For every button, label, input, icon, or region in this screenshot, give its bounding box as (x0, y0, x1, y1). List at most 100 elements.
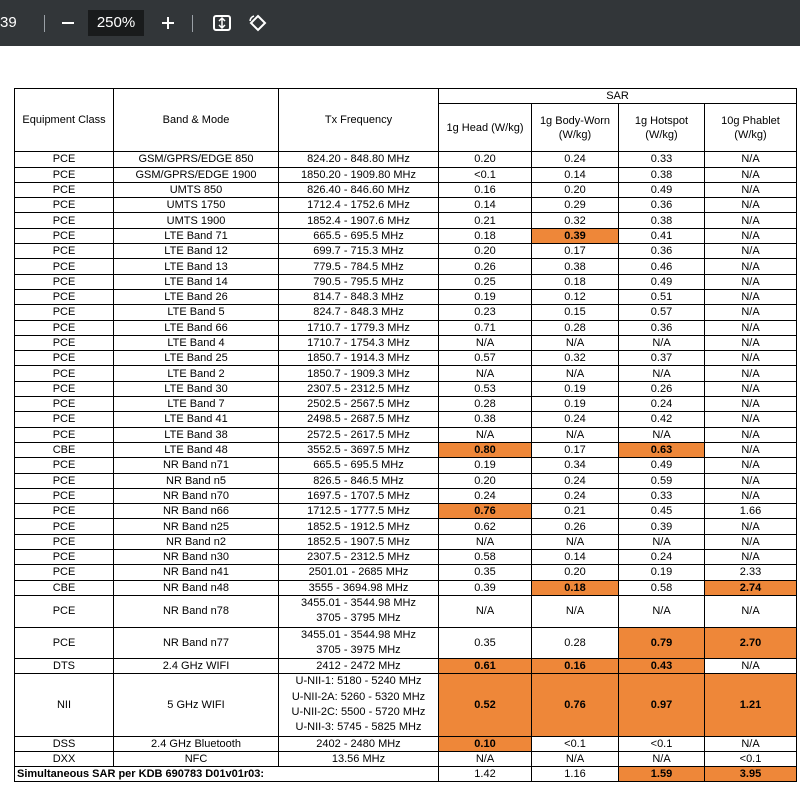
table-cell: 0.57 (438, 350, 532, 367)
footer-label: Simultaneous SAR per KDB 690783 D01v01r0… (14, 766, 439, 783)
table-cell: 0.21 (438, 212, 532, 229)
fit-page-button[interactable] (212, 14, 232, 32)
table-cell: <0.1 (618, 735, 705, 752)
table-row: DXX NFC 13.56 MHz N/A N/A N/A <0.1 (14, 750, 797, 768)
table-cell: 0.39 (618, 518, 705, 535)
table-cell: PCE (14, 151, 114, 168)
table-cell: PCE (14, 181, 114, 199)
table-cell: 0.17 (531, 243, 619, 260)
table-cell: 0.38 (618, 166, 705, 183)
table-cell: 0.38 (618, 212, 705, 229)
table-cell: 0.49 (618, 181, 705, 199)
table-cell: 0.34 (531, 457, 619, 474)
header-cell: Tx Frequency (278, 87, 439, 153)
table-cell: 0.62 (438, 518, 532, 535)
table-cell: DTS (14, 658, 114, 675)
zoom-out-button[interactable] (60, 15, 76, 31)
table-cell: 0.32 (531, 350, 619, 367)
table-cell: 3455.01 - 3544.98 MHz 3705 - 3975 MHz (278, 626, 439, 660)
table-row: PCE NR Band n78 3455.01 - 3544.98 MHz 3705 … (14, 594, 797, 628)
table-row: CBE LTE Band 48 3552.5 - 3697.5 MHz 0.80 0.1… (14, 441, 797, 459)
table-cell: 790.5 - 795.5 MHz (278, 273, 439, 290)
table-cell: N/A (704, 426, 797, 443)
table-cell: 2307.5 - 2312.5 MHz (278, 549, 439, 566)
table-cell: 0.18 (438, 227, 532, 245)
table-cell: 0.49 (618, 457, 705, 474)
table-cell: PCE (14, 365, 114, 382)
rotate-button[interactable] (248, 13, 268, 33)
table-cell: N/A (618, 334, 705, 352)
table-cell: NR Band n71 (113, 457, 279, 474)
table-row: PCE LTE Band 26 814.7 - 848.3 MHz 0.19 0.12 0… (14, 288, 797, 306)
table-cell: 2.74 (704, 579, 797, 596)
header-cell: 1g Body-Worn (W/kg) (531, 103, 619, 153)
table-cell: 0.80 (438, 441, 532, 459)
table-row: PCE UMTS 1900 1852.4 - 1907.6 MHz 0.21 0.32 0… (14, 212, 797, 229)
table-cell: N/A (618, 365, 705, 382)
table-row: NII 5 GHz WIFI U-NII-1: 5180 - 5240 MHz U-N… (14, 673, 797, 737)
table-cell: 0.58 (618, 579, 705, 596)
table-cell: N/A (704, 472, 797, 489)
table-cell: 5 GHz WIFI (113, 673, 279, 737)
page-number: 39 (0, 14, 17, 31)
table-cell: 0.28 (438, 396, 532, 413)
table-cell: 0.33 (618, 487, 705, 505)
table-cell: 2572.5 - 2617.5 MHz (278, 426, 439, 443)
table-cell: PCE (14, 288, 114, 306)
table-cell: 0.20 (531, 564, 619, 581)
table-row: PCE LTE Band 41 2498.5 - 2687.5 MHz 0.38 0.2… (14, 411, 797, 428)
table-cell: NR Band n66 (113, 503, 279, 520)
table-cell: PCE (14, 258, 114, 275)
cell-line: U-NII-2C: 5500 - 5720 MHz (291, 705, 426, 718)
table-cell: PCE (14, 518, 114, 535)
zoom-level[interactable]: 250% (88, 10, 144, 36)
table-row: PCE NR Band n66 1712.5 - 1777.5 MHz 0.76 0.2… (14, 503, 797, 520)
table-cell: 0.20 (438, 243, 532, 260)
table-cell: N/A (531, 594, 619, 628)
table-cell: 0.25 (438, 273, 532, 290)
table-cell: N/A (704, 457, 797, 474)
table-cell: N/A (704, 487, 797, 505)
table-cell: 665.5 - 695.5 MHz (278, 227, 439, 245)
cell-line: 3705 - 3795 MHz (316, 612, 401, 625)
table-cell: 0.43 (618, 658, 705, 675)
table-cell: N/A (704, 549, 797, 566)
table-cell: 2502.5 - 2567.5 MHz (278, 396, 439, 413)
table-row: PCE NR Band n41 2501.01 - 2685 MHz 0.35 0.20… (14, 564, 797, 581)
table-cell: PCE (14, 334, 114, 352)
table-cell: 0.24 (531, 472, 619, 489)
table-cell: 1852.5 - 1912.5 MHz (278, 518, 439, 535)
table-cell: N/A (438, 426, 532, 443)
table-cell: LTE Band 30 (113, 380, 279, 398)
table-cell: PCE (14, 549, 114, 566)
table-cell: GSM/GPRS/EDGE 1900 (113, 166, 279, 183)
table-cell: 1852.4 - 1907.6 MHz (278, 212, 439, 229)
table-cell: 0.71 (438, 319, 532, 336)
table-cell: N/A (704, 273, 797, 290)
table-row: PCE LTE Band 7 2502.5 - 2567.5 MHz 0.28 0.19… (14, 396, 797, 413)
table-cell: 0.14 (531, 549, 619, 566)
table-cell: 1.21 (704, 673, 797, 737)
table-cell: DSS (14, 735, 114, 752)
table-cell: 2.4 GHz Bluetooth (113, 735, 279, 752)
table-row: PCE NR Band n25 1852.5 - 1912.5 MHz 0.62 0.2… (14, 518, 797, 535)
table-cell: 0.58 (438, 549, 532, 566)
table-cell: N/A (438, 365, 532, 382)
table-cell: 2498.5 - 2687.5 MHz (278, 411, 439, 428)
table-cell: N/A (704, 212, 797, 229)
table-cell: 0.57 (618, 304, 705, 321)
table-cell: 0.97 (618, 673, 705, 737)
table-cell: 0.24 (531, 487, 619, 505)
table-cell: NR Band n41 (113, 564, 279, 581)
zoom-in-button[interactable] (160, 15, 176, 31)
table-row: PCE LTE Band 66 1710.7 - 1779.3 MHz 0.71 0.2… (14, 319, 797, 336)
table-cell: 0.24 (618, 549, 705, 566)
cell-line: 3455.01 - 3544.98 MHz (301, 596, 416, 609)
table-cell: 0.59 (618, 472, 705, 489)
table-cell: 1710.7 - 1754.3 MHz (278, 334, 439, 352)
table-cell: N/A (438, 750, 532, 768)
cell-line: U-NII-3: 5745 - 5825 MHz (295, 721, 422, 734)
table-cell: LTE Band 5 (113, 304, 279, 321)
table-cell: 699.7 - 715.3 MHz (278, 243, 439, 260)
table-cell: N/A (704, 533, 797, 551)
